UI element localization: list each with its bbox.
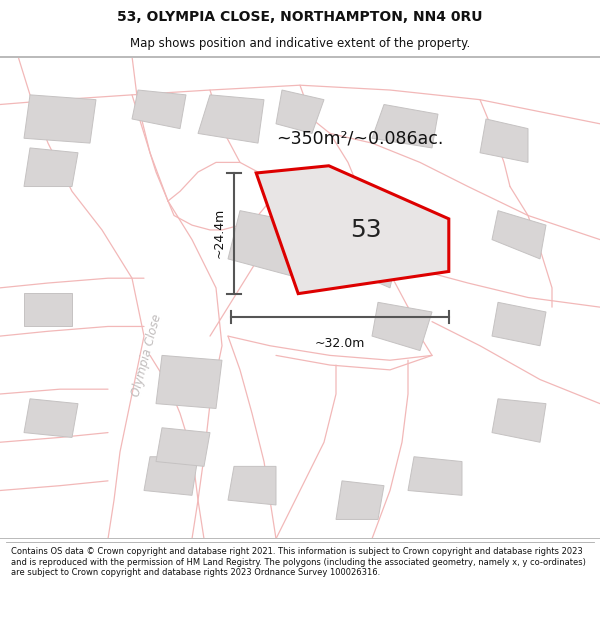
Polygon shape: [492, 211, 546, 259]
Polygon shape: [24, 399, 78, 437]
Polygon shape: [24, 148, 78, 186]
Polygon shape: [156, 356, 222, 409]
Text: ~32.0m: ~32.0m: [315, 337, 365, 350]
Polygon shape: [336, 481, 384, 519]
Polygon shape: [144, 457, 198, 496]
Text: Map shows position and indicative extent of the property.: Map shows position and indicative extent…: [130, 36, 470, 49]
Polygon shape: [372, 104, 438, 148]
Polygon shape: [480, 119, 528, 162]
Polygon shape: [198, 95, 264, 143]
Polygon shape: [492, 399, 546, 442]
Polygon shape: [408, 457, 462, 496]
Polygon shape: [372, 302, 432, 351]
Text: Contains OS data © Crown copyright and database right 2021. This information is : Contains OS data © Crown copyright and d…: [11, 548, 586, 577]
Polygon shape: [228, 466, 276, 505]
Text: ~350m²/~0.086ac.: ~350m²/~0.086ac.: [277, 129, 443, 148]
Polygon shape: [24, 292, 72, 326]
Polygon shape: [492, 302, 546, 346]
Text: ~24.4m: ~24.4m: [212, 208, 226, 259]
Polygon shape: [156, 428, 210, 466]
Text: 53: 53: [350, 218, 382, 242]
Polygon shape: [276, 90, 324, 134]
Polygon shape: [256, 166, 449, 294]
Polygon shape: [228, 211, 312, 278]
Text: Olympia Close: Olympia Close: [130, 312, 164, 398]
Text: 53, OLYMPIA CLOSE, NORTHAMPTON, NN4 0RU: 53, OLYMPIA CLOSE, NORTHAMPTON, NN4 0RU: [117, 10, 483, 24]
Polygon shape: [132, 90, 186, 129]
Polygon shape: [324, 211, 402, 288]
Polygon shape: [24, 95, 96, 143]
